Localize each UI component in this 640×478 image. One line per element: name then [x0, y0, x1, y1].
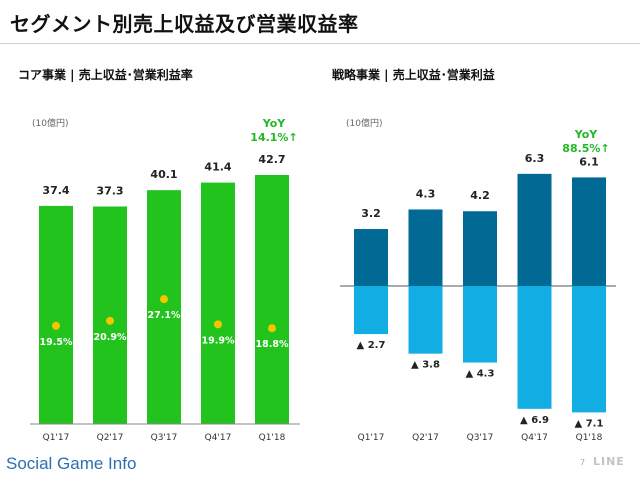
- core-x-tick-label: Q4'17: [205, 433, 232, 443]
- core-yoy-value: 14.1%↑: [250, 131, 298, 144]
- core-revenue-bar: [201, 182, 235, 424]
- core-unit-label: (10億円): [32, 119, 69, 129]
- core-margin-dot: [106, 316, 114, 325]
- line-brand-logo: LINE: [593, 455, 625, 468]
- strategic-loss-bar: [463, 286, 497, 363]
- core-margin-label: 27.1%: [148, 310, 181, 321]
- core-margin-dot: [52, 321, 60, 330]
- core-revenue-label: 41.4: [204, 161, 231, 174]
- strategic-revenue-bar: [572, 177, 606, 286]
- strategic-yoy-label: YoY: [574, 128, 598, 141]
- strategic-unit-label: (10億円): [346, 119, 383, 129]
- strategic-revenue-label: 6.1: [579, 155, 599, 168]
- strategic-revenue-label: 6.3: [525, 152, 545, 165]
- strategic-loss-bar: [354, 286, 388, 335]
- core-yoy-callout: YoY 14.1%↑: [244, 117, 304, 145]
- strategic-loss-bar: [517, 286, 552, 409]
- core-revenue-bar: [255, 175, 289, 424]
- strategic-loss-bar: [572, 286, 606, 413]
- core-margin-label: 20.9%: [94, 332, 127, 343]
- title-divider: [0, 43, 640, 44]
- core-x-tick-label: Q1'18: [259, 433, 286, 443]
- watermark-logo: Social Game Info: [6, 454, 136, 474]
- strategic-loss-label: ▲ 4.3: [466, 369, 495, 380]
- strategic-x-tick-label: Q2'17: [412, 433, 439, 443]
- page-number: 7: [580, 458, 586, 467]
- core-revenue-bar: [147, 190, 181, 424]
- core-margin-dot: [160, 295, 168, 304]
- core-x-tick-label: Q1'17: [43, 433, 70, 443]
- core-section-title: コア事業 | 売上収益･営業利益率: [18, 68, 193, 82]
- core-yoy-label: YoY: [262, 117, 286, 130]
- core-revenue-label: 37.4: [42, 184, 69, 197]
- strategic-revenue-bar: [408, 209, 443, 286]
- core-revenue-label: 37.3: [96, 184, 123, 197]
- core-margin-label: 19.5%: [40, 337, 73, 348]
- strategic-revenue-bar: [517, 173, 552, 286]
- strategic-loss-label: ▲ 2.7: [357, 340, 386, 351]
- core-revenue-label: 40.1: [150, 168, 177, 181]
- page-title: セグメント別売上収益及び営業収益率: [10, 12, 359, 36]
- strategic-x-tick-label: Q4'17: [521, 433, 548, 443]
- strategic-revenue-label: 4.3: [416, 187, 436, 200]
- strategic-x-tick-label: Q1'17: [358, 433, 385, 443]
- strategic-loss-label: ▲ 3.8: [411, 360, 440, 371]
- core-margin-label: 18.8%: [256, 339, 289, 350]
- strategic-revenue-bar: [354, 229, 388, 286]
- core-revenue-bar: [93, 206, 127, 424]
- core-margin-label: 19.9%: [202, 335, 235, 346]
- strategic-loss-label: ▲ 6.9: [520, 415, 549, 426]
- core-x-tick-label: Q2'17: [97, 433, 124, 443]
- core-x-tick-label: Q3'17: [151, 433, 178, 443]
- strategic-x-tick-label: Q3'17: [467, 433, 494, 443]
- strategic-loss-label: ▲ 7.1: [575, 418, 604, 429]
- strategic-section-title: 戦略事業 | 売上収益･営業利益: [332, 68, 495, 82]
- core-margin-dot: [214, 320, 222, 329]
- strategic-revenue-bar: [463, 211, 497, 286]
- strategic-yoy-callout: YoY 88.5%↑: [556, 128, 616, 156]
- core-chart: 37.4 19.5% Q1'17 37.3 20.9% Q2'17 40.1 27.1% Q3'…: [30, 153, 300, 443]
- core-revenue-label: 42.7: [258, 153, 285, 166]
- strategic-x-tick-label: Q1'18: [576, 433, 603, 443]
- core-revenue-bar: [39, 205, 73, 424]
- core-margin-dot: [268, 324, 276, 333]
- watermark-text: Social Game Info: [6, 454, 137, 473]
- strategic-revenue-label: 3.2: [361, 207, 381, 220]
- strategic-revenue-label: 4.2: [470, 189, 490, 202]
- strategic-yoy-value: 88.5%↑: [562, 142, 610, 155]
- strategic-chart: 3.2 ▲ 2.7 Q1'17 4.3 ▲ 3.8 Q2'17 4.2 ▲ 4.3 Q3'17 6…: [340, 152, 616, 443]
- strategic-loss-bar: [408, 286, 443, 354]
